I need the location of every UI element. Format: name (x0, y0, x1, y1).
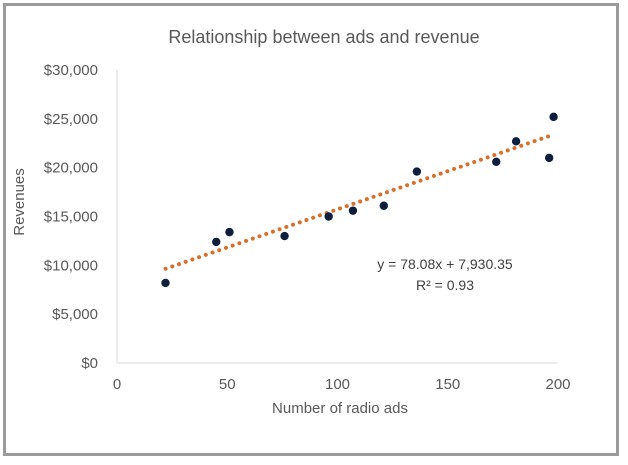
x-tick-label: 0 (113, 376, 121, 393)
chart-frame (3, 3, 619, 456)
data-point (549, 112, 558, 122)
x-tick-label: 100 (325, 376, 350, 393)
data-point (280, 231, 289, 241)
y-tick-label: $0 (81, 355, 98, 372)
y-tick-label: $5,000 (52, 306, 98, 323)
trendline (163, 134, 552, 271)
x-tick-label: 50 (219, 376, 236, 393)
x-tick-label: 150 (435, 376, 460, 393)
data-point (379, 201, 389, 210)
y-tick-label: $10,000 (44, 257, 98, 274)
data-point (412, 167, 422, 176)
y-tick-label: $15,000 (44, 209, 98, 226)
y-tick-label: $25,000 (44, 111, 98, 128)
data-point (324, 212, 333, 221)
data-point (544, 153, 554, 163)
x-axis-ticks: 0 50 100 150 200 (113, 376, 571, 393)
data-point (492, 157, 501, 167)
data-point (212, 237, 221, 247)
trendline-r-squared: R² = 0.93 (416, 277, 474, 293)
data-point (511, 137, 521, 146)
x-axis-label: Number of radio ads (272, 400, 408, 417)
trendline-equation: y = 78.08x + 7,930.35 (377, 256, 513, 272)
data-points (161, 112, 558, 288)
chart-title: Relationship between ads and revenue (168, 27, 479, 47)
data-point (161, 278, 170, 288)
y-axis-ticks: $0 $5,000 $10,000 $15,000 $20,000 $25,000 $30,… (44, 62, 98, 372)
y-tick-label: $20,000 (44, 160, 98, 177)
data-point (225, 227, 234, 237)
y-axis-label: Revenues (11, 168, 28, 236)
x-tick-label: 200 (545, 376, 570, 393)
data-point (348, 206, 358, 215)
y-tick-label: $30,000 (44, 62, 98, 79)
